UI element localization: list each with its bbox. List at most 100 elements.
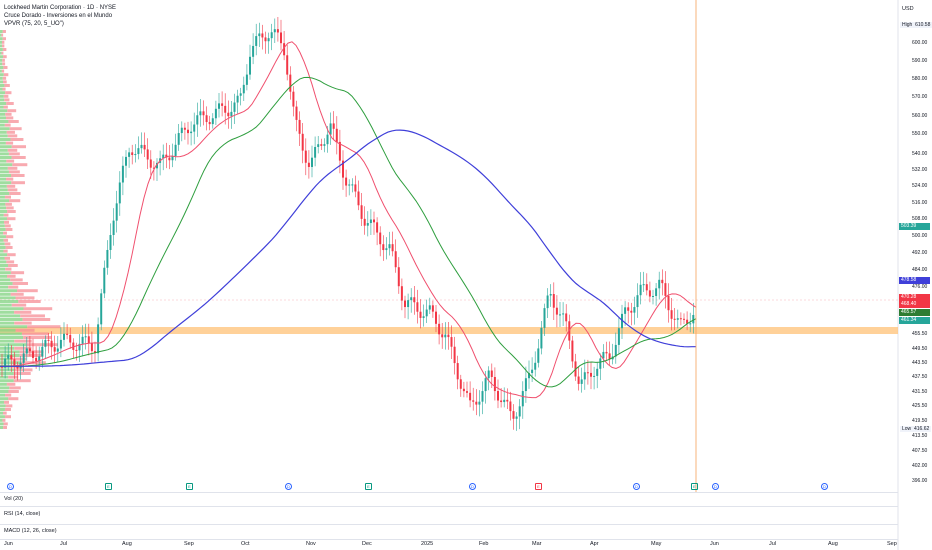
dividend-icon[interactable]: D	[7, 483, 14, 490]
candle-body	[500, 400, 503, 403]
macd-pane-label[interactable]: MACD (12, 26, close)	[4, 528, 57, 534]
volume-profile-bar-down	[1, 33, 4, 37]
earnings-icon[interactable]: E	[365, 483, 372, 490]
candle-body	[87, 336, 90, 344]
volume-profile-bar-up	[0, 382, 7, 386]
dividend-icon[interactable]: D	[821, 483, 828, 490]
volume-profile-bar-down	[8, 390, 19, 393]
candle-body	[506, 399, 509, 402]
candle-body	[137, 148, 140, 155]
volume-profile-bar-up	[0, 249, 4, 253]
candle-body	[466, 391, 468, 393]
pane-separator[interactable]	[0, 492, 898, 493]
volume-profile-bar-down	[5, 246, 13, 249]
volume-profile-bar-up	[0, 102, 7, 105]
volume-profile-bar-up	[0, 242, 5, 246]
volume-profile-bar-up	[0, 188, 8, 192]
candle-body	[596, 368, 599, 376]
dividend-icon[interactable]: E	[186, 483, 193, 490]
volume-profile-bar-up	[0, 58, 3, 62]
volume-profile-bar-down	[13, 379, 31, 383]
candle-body	[580, 379, 583, 384]
earnings-icon[interactable]: E	[691, 483, 698, 490]
volume-profile-bar-down	[4, 195, 11, 199]
volume-profile-bar-down	[5, 112, 12, 116]
time-axis-label: Nov	[306, 541, 316, 547]
volume-profile-bar-down	[4, 408, 11, 411]
price-tick-label: 407.50	[912, 448, 928, 454]
volume-profile-bar-up	[0, 98, 5, 102]
pane-separator[interactable]	[0, 506, 898, 507]
volume-profile-bar-down	[3, 231, 7, 235]
candle-body	[264, 37, 267, 42]
candle-body	[35, 357, 38, 362]
volume-profile-bar-up	[0, 361, 21, 365]
volume-profile-bar-down	[2, 62, 6, 66]
candle-body	[490, 370, 493, 377]
dividend-icon[interactable]: D	[633, 483, 640, 490]
candle-body	[208, 122, 211, 125]
candle-body	[617, 328, 620, 345]
volume-profile-bar-up	[0, 184, 7, 188]
candle-body	[447, 334, 450, 338]
candle-body	[205, 115, 208, 123]
indicator-legend-vpvr[interactable]: VPVR (75, 20, 5_UO")	[4, 21, 64, 27]
pane-separator[interactable]	[0, 539, 898, 540]
price-tick-label: 532.00	[912, 167, 928, 173]
dividend-icon[interactable]: D	[712, 483, 719, 490]
candle-body	[307, 162, 310, 167]
candle-body	[590, 372, 592, 377]
volume-profile-bar-up	[0, 55, 4, 59]
candle-body	[252, 45, 255, 57]
earnings-icon[interactable]: E	[535, 483, 542, 490]
indicator-legend-cruce[interactable]: Cruce Dorado - Inversiones en el Mundo	[4, 13, 113, 19]
volume-profile-bar-down	[3, 80, 7, 84]
volume-profile-bar-down	[2, 76, 7, 80]
candle-body	[69, 334, 72, 343]
candle-body	[292, 91, 295, 107]
rsi-pane-label[interactable]: RSI (14, close)	[4, 511, 41, 517]
volume-profile-bar-up	[0, 127, 10, 131]
volume-profile-bar-down	[14, 339, 32, 343]
volume-profile-bar-down	[6, 382, 16, 386]
candle-body	[670, 310, 673, 319]
candle-body	[648, 290, 651, 297]
candle-body	[444, 334, 447, 338]
volume-profile-bar-down	[2, 30, 6, 33]
volume-profile-bar-up	[0, 174, 12, 177]
candle-body	[165, 154, 168, 158]
volume-profile-bar-down	[2, 48, 7, 51]
candle-body	[435, 311, 437, 324]
candle-body	[131, 152, 134, 155]
volume-pane-label[interactable]: Vol (20)	[4, 496, 23, 502]
candle-body	[115, 203, 118, 221]
symbol-title[interactable]: Lockheed Martin Corporation · 1D · NYSE	[4, 5, 117, 11]
volume-profile-bar-down	[1, 44, 5, 48]
candle-body	[537, 348, 540, 363]
volume-profile-bar-up	[0, 123, 5, 127]
ema-fast-line	[0, 41, 697, 399]
dividend-icon[interactable]: D	[285, 483, 292, 490]
candle-body	[345, 177, 348, 186]
candle-body	[162, 154, 165, 159]
dividend-icon[interactable]: D	[469, 483, 476, 490]
candle-body	[652, 295, 654, 297]
candle-body	[193, 124, 196, 132]
candle-body	[338, 141, 341, 161]
volume-profile-bar-up	[0, 274, 8, 278]
time-axis-label: Aug	[828, 541, 838, 547]
candle-body	[642, 284, 645, 286]
volume-profile-bar-down	[18, 300, 41, 303]
candle-body	[171, 156, 174, 161]
candle-body	[22, 353, 25, 363]
candle-body	[627, 307, 630, 311]
candle-body	[258, 33, 261, 37]
price-tick-label: 449.50	[912, 346, 928, 352]
split-icon[interactable]: E	[105, 483, 112, 490]
candle-body	[230, 111, 233, 117]
pane-separator[interactable]	[0, 524, 898, 525]
high-label: High 610.58	[900, 22, 932, 28]
volume-profile-bar-up	[0, 422, 4, 426]
